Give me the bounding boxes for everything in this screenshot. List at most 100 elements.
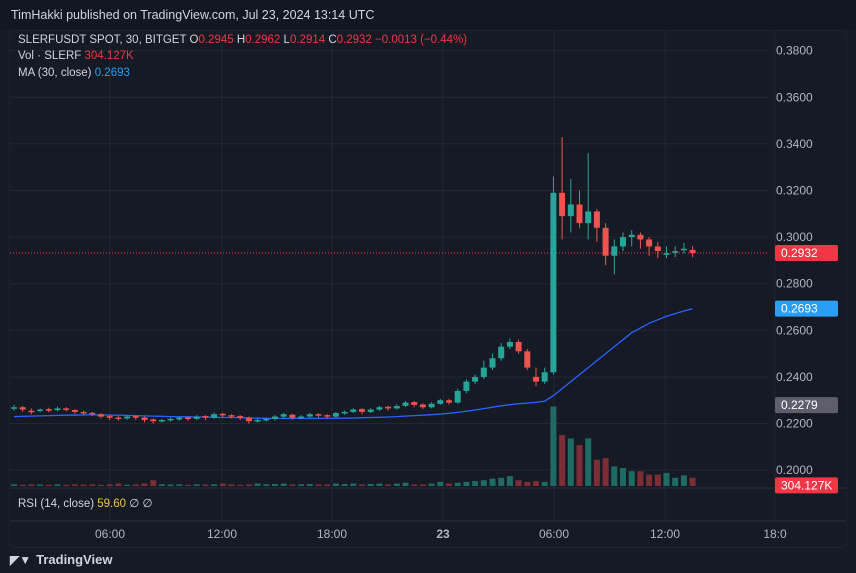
candle-body: [45, 409, 52, 411]
y-tick-label: 0.3800: [776, 44, 813, 58]
tradingview-footer[interactable]: ◤▼ TradingView: [10, 552, 112, 567]
candle-body: [254, 420, 261, 422]
price-badge-label: 0.2932: [781, 246, 818, 260]
volume-bar: [646, 474, 653, 486]
candle-body: [446, 400, 452, 403]
price-badge: [775, 477, 838, 494]
candle-body: [315, 414, 322, 416]
candle-body: [593, 211, 600, 228]
volume-bar: [628, 471, 635, 486]
candle-body: [411, 402, 418, 405]
high-value: 0.2962: [245, 34, 281, 46]
chart-panel[interactable]: 0.3800 0.3600 0.3400 0.3200 0.3000 0.2800 0.26…: [9, 30, 847, 548]
candle-body: [141, 417, 148, 421]
candle-body: [663, 253, 670, 255]
candle-body: [106, 416, 113, 418]
volume-bar: [359, 484, 365, 486]
x-tick-label: 18:00: [317, 527, 347, 541]
candle-body: [167, 418, 174, 421]
ma-legend[interactable]: MA (30, close) 0.2693: [18, 67, 130, 79]
volume-bar: [489, 478, 496, 486]
volume-bar: [254, 483, 261, 486]
candle-body: [602, 227, 609, 256]
volume-bar: [98, 484, 104, 486]
candle-body: [19, 407, 26, 410]
volume-bar: [332, 483, 339, 486]
candle-body: [350, 409, 357, 412]
publish-title: TimHakki published on TradingView.com, J…: [11, 8, 375, 22]
candle-body: [289, 414, 296, 418]
candle-body: [559, 192, 566, 217]
volume-bar: [219, 483, 226, 486]
volume-bar: [602, 458, 609, 486]
candle-body: [193, 416, 200, 419]
volume-bar: [124, 484, 131, 486]
volume-bar: [141, 483, 148, 486]
volume-bar: [480, 480, 487, 486]
candle-body: [367, 409, 374, 412]
volume-bar: [167, 484, 174, 486]
x-tick-label: 18:0: [763, 527, 787, 541]
candle-body: [541, 372, 548, 382]
candle-body: [228, 415, 235, 417]
candle-body: [324, 415, 331, 417]
volume-bar: [654, 474, 661, 486]
symbol-name[interactable]: SLERFUSDT SPOT, 30, BITGET: [18, 34, 187, 46]
candle-body: [689, 249, 696, 253]
y-tick-label: 0.2600: [776, 323, 813, 337]
y-tick-label: 0.3600: [776, 90, 813, 104]
volume-bar: [611, 466, 618, 486]
candle-body: [298, 416, 305, 419]
volume-bar: [376, 483, 383, 486]
volume-bar: [585, 438, 592, 486]
candle-body: [576, 204, 583, 224]
candle-body: [611, 246, 618, 256]
volume-bar: [393, 483, 400, 486]
candle-body: [620, 237, 626, 247]
volume-bar: [498, 477, 505, 486]
candle-body: [646, 239, 653, 247]
candle-body: [306, 414, 313, 417]
tradingview-logo-icon: ◤▼: [10, 553, 32, 567]
volume-bar: [463, 481, 470, 486]
volume-bar: [54, 484, 61, 486]
volume-bar: [437, 481, 444, 486]
volume-bar: [37, 484, 44, 486]
candle-body: [489, 358, 496, 368]
price-badge-label: 0.2279: [781, 398, 818, 412]
candle-body: [585, 211, 592, 224]
volume-bar: [663, 472, 670, 486]
candle-body: [628, 234, 635, 238]
volume-bar: [80, 484, 87, 486]
candle-body: [202, 416, 209, 418]
candle-body: [463, 381, 470, 391]
publish-header: TimHakki published on TradingView.com, J…: [0, 0, 856, 30]
candle-body: [54, 408, 61, 411]
rsi-legend[interactable]: RSI (14, close) 59.60 ∅ ∅: [18, 498, 153, 510]
candle-body: [472, 376, 479, 382]
volume-bar: [385, 484, 392, 486]
y-tick-label: 0.2800: [776, 277, 813, 291]
volume-bar: [132, 484, 139, 486]
volume-bar: [506, 476, 513, 486]
y-tick-label: 0.3000: [776, 230, 813, 244]
volume-bar: [115, 483, 122, 486]
candle-body: [376, 407, 383, 410]
candle-body: [567, 204, 574, 217]
y-tick-label: 0.2000: [776, 463, 813, 477]
volume-bar: [541, 481, 548, 486]
x-tick-label: 12:00: [650, 527, 680, 541]
open-value: 0.2945: [198, 34, 234, 46]
price-badge-label: 304.127K: [781, 478, 832, 492]
volume-legend[interactable]: Vol · SLERF 304.127K: [18, 50, 134, 62]
volume-bar: [185, 484, 191, 486]
candle-body: [550, 192, 557, 373]
candle-body: [28, 410, 35, 413]
candle-body: [63, 408, 70, 410]
volume-value: 304.127K: [84, 50, 134, 62]
volume-bar: [298, 484, 305, 486]
volume-bar: [89, 484, 96, 486]
volume-bar: [315, 484, 322, 486]
brand-name: TradingView: [36, 552, 113, 567]
candlestick-chart[interactable]: 0.3800 0.3600 0.3400 0.3200 0.3000 0.2800 0.26…: [10, 31, 847, 548]
